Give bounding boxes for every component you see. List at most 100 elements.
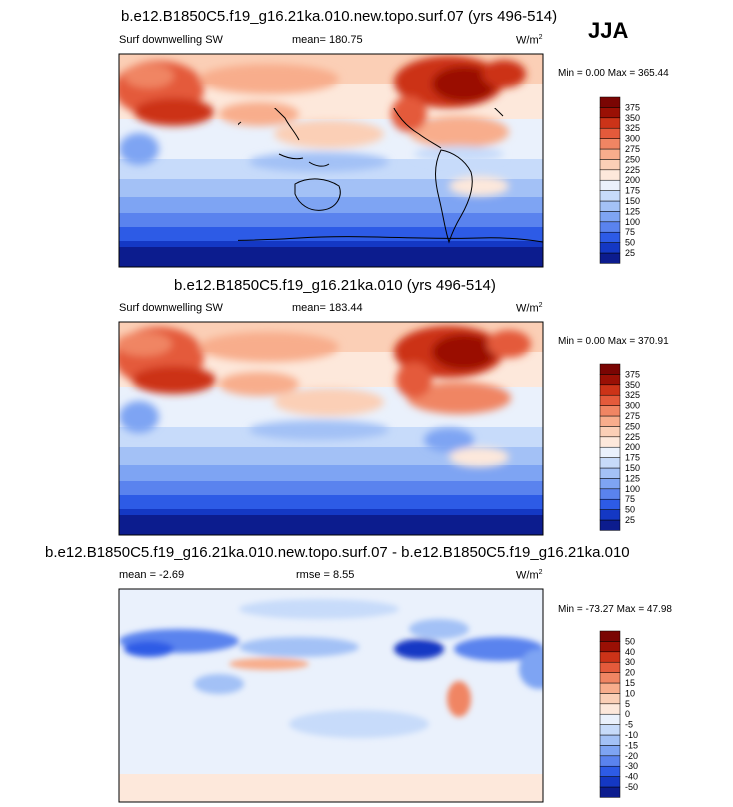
panel-3-title: b.e12.B1850C5.f19_g16.21ka.010.new.topo.… bbox=[45, 544, 630, 561]
colorbar-tick-label: 225 bbox=[625, 432, 640, 442]
colorbar-box bbox=[599, 509, 621, 521]
panel-3-units-label: W/m2 bbox=[516, 569, 543, 582]
panel-2-mean-label: mean= 183.44 bbox=[292, 302, 363, 314]
panel-3-frame bbox=[118, 588, 544, 803]
colorbar-box bbox=[599, 519, 621, 531]
panel-1-map bbox=[119, 54, 543, 267]
colorbar-tick-label: 50 bbox=[625, 505, 635, 515]
colorbar-tick-label: 5 bbox=[625, 699, 630, 709]
colorbar-box bbox=[599, 394, 621, 406]
panel-2-units-label: W/m2 bbox=[516, 302, 543, 315]
colorbar-box bbox=[599, 724, 621, 736]
colorbar-box bbox=[599, 148, 621, 160]
colorbar-tick-label: 75 bbox=[625, 494, 635, 504]
colorbar-box bbox=[599, 127, 621, 139]
colorbar-box bbox=[599, 765, 621, 777]
colorbar-box bbox=[599, 641, 621, 653]
colorbar-box bbox=[599, 661, 621, 673]
colorbar-tick-label: 30 bbox=[625, 657, 635, 667]
colorbar-box bbox=[599, 467, 621, 479]
panel-1-minmax: Min = 0.00 Max = 365.44 bbox=[558, 68, 669, 79]
colorbar-box bbox=[599, 693, 621, 705]
colorbar-box bbox=[599, 252, 621, 264]
colorbar-tick-label: 300 bbox=[625, 401, 640, 411]
colorbar-tick-label: 10 bbox=[625, 688, 635, 698]
colorbar-tick-label: 150 bbox=[625, 196, 640, 206]
panel-1-frame bbox=[118, 53, 544, 268]
colorbar-box bbox=[599, 457, 621, 469]
panel-2-map bbox=[119, 322, 543, 535]
colorbar-tick-label: -40 bbox=[625, 772, 638, 782]
colorbar-box bbox=[599, 734, 621, 746]
colorbar-box bbox=[599, 786, 621, 798]
coastline bbox=[238, 236, 544, 243]
colorbar-tick-label: 20 bbox=[625, 668, 635, 678]
colorbar-box bbox=[599, 169, 621, 181]
panel-1-coastlines bbox=[238, 108, 544, 244]
colorbar-box bbox=[599, 200, 621, 212]
colorbar-box bbox=[599, 405, 621, 417]
colorbar-tick-label: -5 bbox=[625, 720, 633, 730]
colorbar-tick-label: -20 bbox=[625, 751, 638, 761]
colorbar-box bbox=[599, 159, 621, 171]
colorbar-box bbox=[599, 179, 621, 191]
colorbar-tick-label: 150 bbox=[625, 463, 640, 473]
colorbar-tick-label: 125 bbox=[625, 206, 640, 216]
colorbar-tick-label: 300 bbox=[625, 134, 640, 144]
colorbar-tick-label: 125 bbox=[625, 473, 640, 483]
colorbar-tick-label: 225 bbox=[625, 165, 640, 175]
panel-2-title: b.e12.B1850C5.f19_g16.21ka.010 (yrs 496-… bbox=[174, 277, 496, 294]
colorbar-box bbox=[599, 221, 621, 233]
colorbar-box bbox=[599, 755, 621, 767]
colorbar-box bbox=[599, 478, 621, 490]
panel-2-variable-label: Surf downwelling SW bbox=[119, 302, 223, 314]
colorbar-tick-label: 350 bbox=[625, 113, 640, 123]
colorbar-box bbox=[599, 436, 621, 448]
colorbar-tick-label: 250 bbox=[625, 421, 640, 431]
colorbar-tick-label: 275 bbox=[625, 144, 640, 154]
colorbar-tick-label: 325 bbox=[625, 390, 640, 400]
colorbar-box bbox=[599, 672, 621, 684]
colorbar-box bbox=[599, 96, 621, 108]
colorbar-box bbox=[599, 415, 621, 427]
colorbar-box bbox=[599, 138, 621, 150]
panel-2-colorbar: 2550751001251501752002252502753003253503… bbox=[599, 363, 640, 531]
coastline bbox=[494, 108, 504, 117]
colorbar-box bbox=[599, 426, 621, 438]
coastline bbox=[435, 149, 473, 244]
panel-1-variable-label: Surf downwelling SW bbox=[119, 34, 223, 46]
colorbar-tick-label: 350 bbox=[625, 380, 640, 390]
colorbar-box bbox=[599, 745, 621, 757]
colorbar-box bbox=[599, 117, 621, 129]
colorbar-box bbox=[599, 651, 621, 663]
colorbar-box bbox=[599, 242, 621, 254]
panel-1-mean-label: mean= 180.75 bbox=[292, 34, 363, 46]
colorbar-tick-label: 100 bbox=[625, 217, 640, 227]
colorbar-box bbox=[599, 446, 621, 458]
panel-3-mean-label: mean = -2.69 bbox=[119, 569, 185, 581]
colorbar-box bbox=[599, 190, 621, 202]
colorbar-tick-label: 75 bbox=[625, 227, 635, 237]
colorbar-tick-label: 275 bbox=[625, 411, 640, 421]
panel-3-map bbox=[119, 589, 543, 802]
colorbar-box bbox=[599, 231, 621, 243]
colorbar-tick-label: 15 bbox=[625, 678, 635, 688]
colorbar-box bbox=[599, 776, 621, 788]
colorbar-tick-label: 50 bbox=[625, 636, 635, 646]
colorbar-tick-label: 250 bbox=[625, 154, 640, 164]
coastline bbox=[393, 108, 442, 149]
colorbar-tick-label: 40 bbox=[625, 647, 635, 657]
coastline bbox=[278, 153, 330, 167]
colorbar-tick-label: 25 bbox=[625, 515, 635, 525]
colorbar-box bbox=[599, 630, 621, 642]
colorbar-box bbox=[599, 363, 621, 375]
colorbar-tick-label: 175 bbox=[625, 453, 640, 463]
panel-1-units-label: W/m2 bbox=[516, 34, 543, 47]
colorbar-box bbox=[599, 498, 621, 510]
panel-3-minmax: Min = -73.27 Max = 47.98 bbox=[558, 604, 672, 615]
coastline bbox=[294, 178, 341, 211]
colorbar-box bbox=[599, 107, 621, 119]
panel-1-colorbar: 2550751001251501752002252502753003253503… bbox=[599, 96, 640, 264]
colorbar-tick-label: -15 bbox=[625, 740, 638, 750]
